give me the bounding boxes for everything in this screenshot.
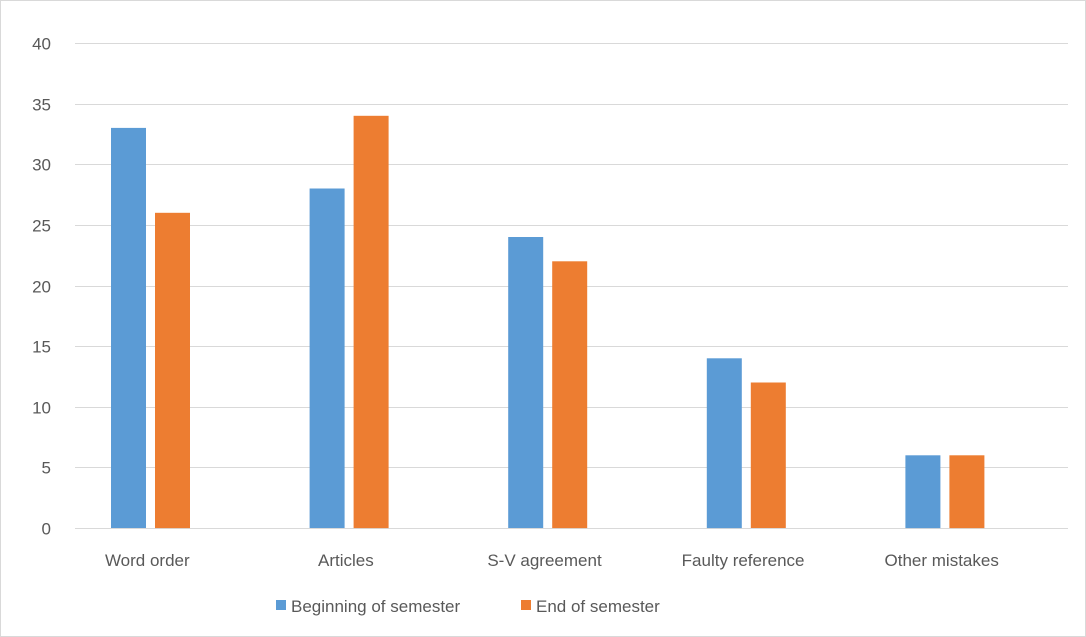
- y-tick-label: 20: [32, 278, 51, 297]
- bars: [111, 115, 985, 529]
- legend: Beginning of semester End of semester: [276, 597, 660, 616]
- bar-beginning-2: [508, 237, 544, 528]
- bar-beginning-4: [905, 455, 941, 529]
- legend-label: End of semester: [536, 597, 660, 616]
- y-tick-label: 15: [32, 338, 51, 357]
- bar-end-0: [155, 212, 190, 529]
- y-tick-label: 5: [42, 459, 51, 478]
- y-tick-label: 10: [32, 399, 51, 418]
- x-tick-label: Other mistakes: [885, 551, 999, 570]
- legend-swatch: [276, 600, 286, 610]
- bar-end-3: [750, 382, 786, 528]
- x-axis-ticks: Word order Articles S-V agreement Faulty re…: [105, 551, 999, 570]
- y-tick-label: 35: [32, 96, 51, 115]
- x-tick-label: Word order: [105, 551, 190, 570]
- legend-item-beginning: Beginning of semester: [276, 597, 460, 616]
- y-tick-label: 30: [32, 156, 51, 175]
- bar-end-2: [552, 261, 588, 529]
- y-tick-label: 25: [32, 217, 51, 236]
- legend-item-end: End of semester: [521, 597, 660, 616]
- y-tick-label: 0: [42, 520, 51, 539]
- x-tick-label: Faulty reference: [682, 551, 805, 570]
- x-tick-label: S-V agreement: [487, 551, 602, 570]
- bar-end-4: [949, 455, 985, 529]
- bar-beginning-0: [111, 127, 146, 529]
- bar-end-1: [353, 115, 389, 529]
- bar-beginning-1: [309, 188, 345, 528]
- legend-label: Beginning of semester: [291, 597, 460, 616]
- legend-swatch: [521, 600, 531, 610]
- y-axis-ticks: 0 5 10 15 20 25 30 35 40: [32, 35, 51, 539]
- bar-beginning-3: [706, 358, 742, 529]
- y-tick-label: 40: [32, 35, 51, 54]
- x-tick-label: Articles: [318, 551, 374, 570]
